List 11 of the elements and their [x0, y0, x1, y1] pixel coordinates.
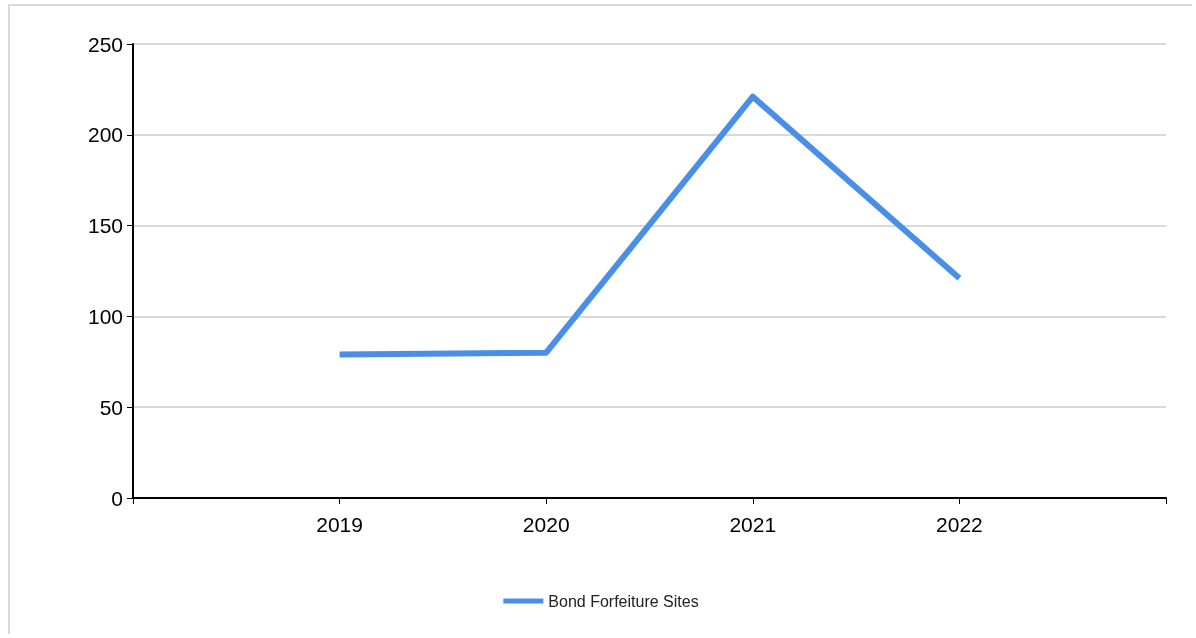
- legend-label: Bond Forfeiture Sites: [548, 592, 699, 610]
- x-tick-label: 2022: [936, 513, 983, 536]
- y-tick-label: 0: [111, 486, 123, 510]
- x-tick-label: 2021: [729, 513, 777, 536]
- y-tick-label: 50: [99, 395, 123, 419]
- x-tick-label: 2019: [316, 513, 363, 536]
- y-tick-label: 250: [87, 32, 123, 56]
- x-tick-label: 2020: [522, 513, 570, 536]
- y-tick-label: 150: [87, 214, 123, 238]
- y-tick-label: 100: [87, 304, 123, 328]
- y-tick-label: 200: [87, 123, 123, 147]
